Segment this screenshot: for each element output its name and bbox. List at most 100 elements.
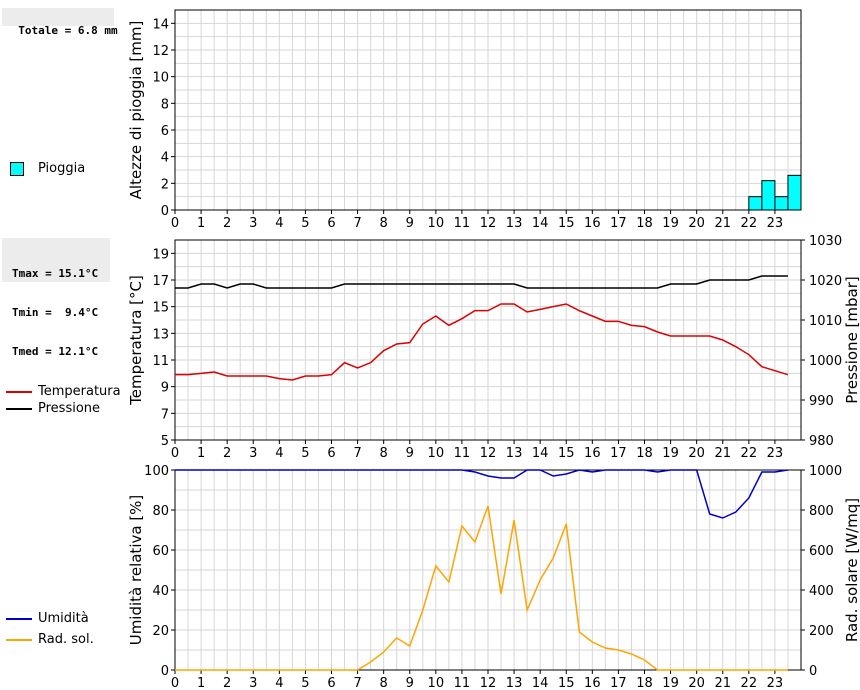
y-right-tick-label: 990 bbox=[809, 394, 834, 409]
y-right-tick-label: 200 bbox=[809, 624, 834, 639]
x-tick-label: 3 bbox=[249, 216, 257, 231]
x-tick-label: 20 bbox=[688, 676, 705, 690]
x-tick-label: 17 bbox=[610, 216, 627, 231]
x-tick-label: 19 bbox=[662, 446, 679, 461]
x-tick-label: 23 bbox=[767, 446, 784, 461]
pressure-line bbox=[175, 275, 788, 289]
x-tick-label: 12 bbox=[480, 216, 497, 231]
rain-bar bbox=[748, 196, 763, 211]
x-tick-label: 3 bbox=[249, 446, 257, 461]
x-tick-label: 11 bbox=[454, 446, 471, 461]
x-tick-label: 23 bbox=[767, 676, 784, 690]
y-axis-label-right: Rad. solare [W/mq] bbox=[843, 498, 860, 642]
legend-humidity-label: Umidità bbox=[38, 611, 89, 626]
x-tick-label: 21 bbox=[714, 446, 731, 461]
y-right-tick-label: 980 bbox=[809, 434, 834, 449]
total-rain-text: Totale = 6.8 mm bbox=[18, 24, 118, 37]
x-tick-label: 1 bbox=[197, 676, 205, 690]
y-tick-label: 14 bbox=[152, 17, 169, 32]
tmed-text: Tmed = 12.1°C bbox=[12, 345, 99, 358]
x-tick-label: 9 bbox=[406, 216, 414, 231]
x-tick-label: 21 bbox=[714, 676, 731, 690]
x-tick-label: 7 bbox=[353, 216, 361, 231]
legend-humidity-swatch bbox=[6, 617, 32, 620]
x-tick-label: 19 bbox=[662, 676, 679, 690]
y-right-tick-label: 800 bbox=[809, 504, 834, 519]
x-tick-label: 15 bbox=[558, 446, 575, 461]
legend-pressure-label: Pressione bbox=[38, 401, 101, 416]
x-tick-label: 3 bbox=[249, 676, 257, 690]
x-tick-label: 12 bbox=[480, 676, 497, 690]
y-right-tick-label: 1000 bbox=[809, 464, 842, 479]
y-axis-label: Temperatura [°C] bbox=[127, 275, 145, 406]
temperature-line bbox=[175, 303, 789, 381]
y-tick-label: 8 bbox=[161, 97, 169, 112]
x-tick-label: 18 bbox=[636, 676, 653, 690]
humidity-line bbox=[175, 469, 789, 519]
y-tick-label: 12 bbox=[152, 44, 169, 59]
y-tick-label: 19 bbox=[152, 247, 169, 262]
x-tick-label: 11 bbox=[454, 676, 471, 690]
x-tick-label: 12 bbox=[480, 446, 497, 461]
legend-radiation: Rad. sol. bbox=[6, 632, 94, 647]
panel-rain: 0 1 2 3 4 5 6 7 8 9 10 11 12 13 14 15 16 17 18 19 20 21 22 2302… bbox=[127, 9, 802, 231]
x-tick-label: 6 bbox=[327, 676, 335, 690]
y-axis-label: Umidità relativa [%] bbox=[127, 495, 145, 646]
x-tick-label: 22 bbox=[741, 446, 758, 461]
x-tick-label: 14 bbox=[532, 676, 549, 690]
y-right-tick-label: 1030 bbox=[809, 234, 842, 249]
x-tick-label: 1 bbox=[197, 446, 205, 461]
y-tick-label: 13 bbox=[152, 327, 169, 342]
x-tick-label: 20 bbox=[688, 216, 705, 231]
x-tick-label: 18 bbox=[636, 216, 653, 231]
y-tick-label: 10 bbox=[152, 71, 169, 86]
radiation-line bbox=[175, 505, 788, 671]
y-right-tick-label: 0 bbox=[809, 664, 817, 679]
x-tick-label: 19 bbox=[662, 216, 679, 231]
y-tick-label: 15 bbox=[152, 301, 169, 316]
x-tick-label: 22 bbox=[741, 216, 758, 231]
x-tick-label: 10 bbox=[428, 446, 445, 461]
x-tick-label: 2 bbox=[223, 216, 231, 231]
x-tick-label: 0 bbox=[171, 676, 179, 690]
x-tick-label: 0 bbox=[171, 446, 179, 461]
x-tick-label: 18 bbox=[636, 446, 653, 461]
x-tick-label: 6 bbox=[327, 216, 335, 231]
legend-temperature: Temperatura bbox=[6, 384, 121, 399]
x-tick-label: 10 bbox=[428, 676, 445, 690]
panel-humidity: 0 1 2 3 4 5 6 7 8 9 10 11 12 13 14 15 16 17 18 19 20 21 22 2302… bbox=[127, 464, 860, 690]
x-tick-label: 16 bbox=[584, 676, 601, 690]
y-axis-label: Altezze di pioggia [mm] bbox=[127, 21, 145, 200]
x-tick-label: 13 bbox=[506, 676, 523, 690]
y-tick-label: 2 bbox=[161, 177, 169, 192]
rain-bar bbox=[774, 196, 789, 211]
x-tick-label: 0 bbox=[171, 216, 179, 231]
y-tick-label: 11 bbox=[152, 354, 169, 369]
x-tick-label: 15 bbox=[558, 216, 575, 231]
x-tick-label: 14 bbox=[532, 446, 549, 461]
x-tick-label: 13 bbox=[506, 216, 523, 231]
x-tick-label: 5 bbox=[301, 216, 309, 231]
x-tick-label: 2 bbox=[223, 446, 231, 461]
legend-temperature-swatch bbox=[6, 390, 32, 393]
legend-radiation-swatch bbox=[6, 638, 32, 641]
legend-rain-label: Pioggia bbox=[38, 161, 86, 176]
legend-rain: Pioggia bbox=[10, 161, 85, 176]
x-tick-label: 9 bbox=[406, 446, 414, 461]
y-tick-label: 20 bbox=[152, 624, 169, 639]
y-tick-label: 7 bbox=[161, 407, 169, 422]
x-tick-label: 8 bbox=[380, 446, 388, 461]
x-tick-label: 11 bbox=[454, 216, 471, 231]
legend-temperature-label: Temperatura bbox=[38, 384, 121, 399]
temperature-stats-box: Tmax = 15.1°C Tmin = 9.4°C Tmed = 12.1°C bbox=[2, 238, 110, 358]
y-tick-label: 40 bbox=[152, 584, 169, 599]
x-tick-label: 2 bbox=[223, 676, 231, 690]
y-right-tick-label: 400 bbox=[809, 584, 834, 599]
rain-bar bbox=[787, 174, 802, 211]
total-rain-box: Totale = 6.8 mm bbox=[2, 8, 118, 37]
x-tick-label: 23 bbox=[767, 216, 784, 231]
y-tick-label: 6 bbox=[161, 124, 169, 139]
legend-radiation-label: Rad. sol. bbox=[38, 632, 94, 647]
y-tick-label: 80 bbox=[152, 504, 169, 519]
